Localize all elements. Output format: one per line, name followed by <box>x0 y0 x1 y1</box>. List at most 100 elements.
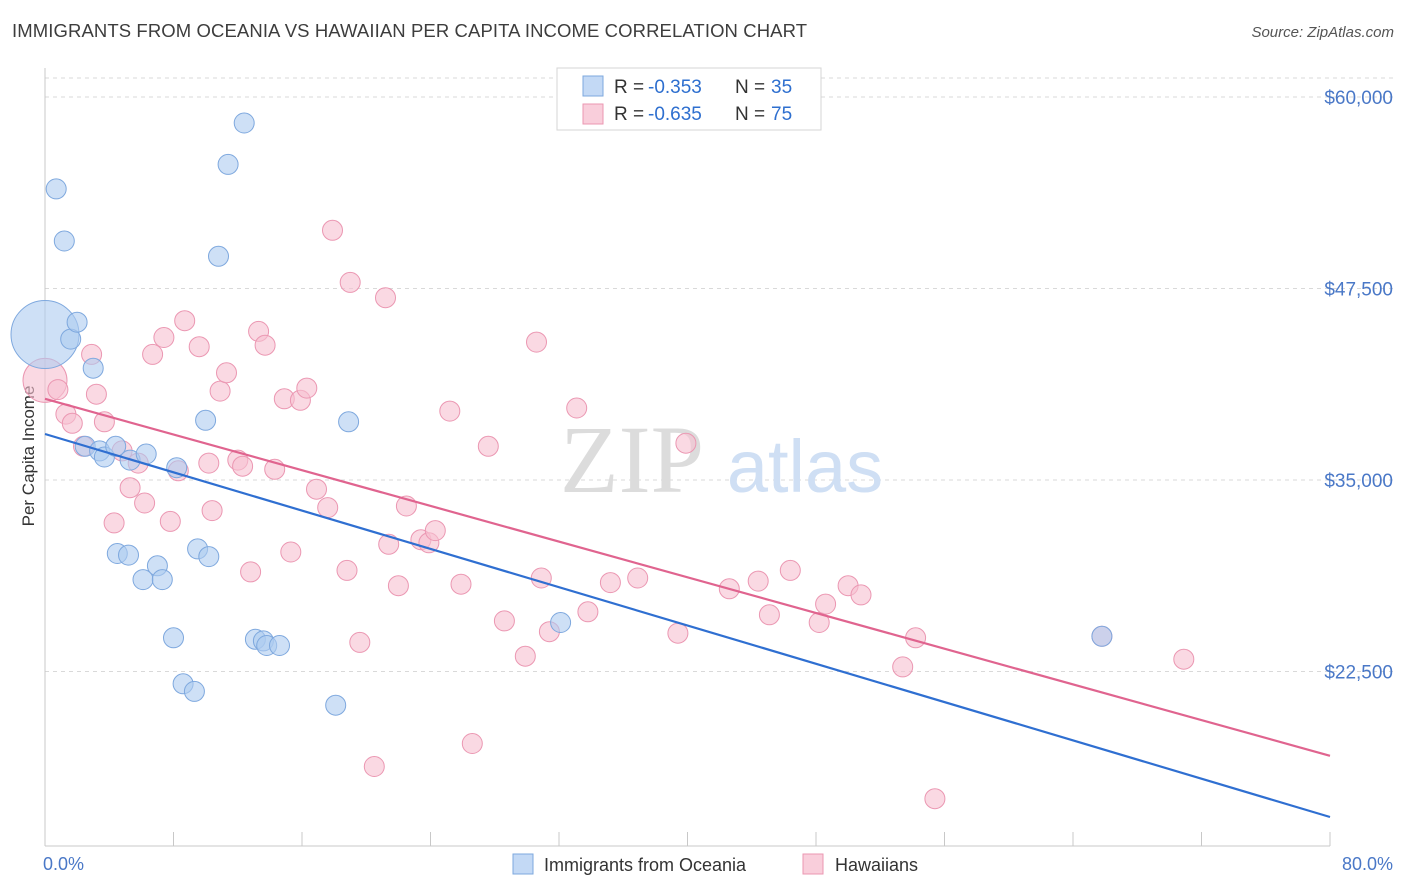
trend-line-oceania <box>44 432 1331 819</box>
point-hawaiian <box>892 656 914 678</box>
point-hawaiian <box>461 733 483 754</box>
legend-r-value-1: -0.353 <box>648 77 702 98</box>
point-oceania <box>338 411 360 433</box>
point-hawaiian <box>450 573 472 595</box>
y-axis-labels: $22,500 $35,000 $47,500 $60,000 <box>1324 88 1393 684</box>
point-hawaiian <box>667 622 689 644</box>
point-hawaiian <box>188 336 210 358</box>
point-hawaiian <box>378 533 400 555</box>
y-axis-title: Per Capita Income <box>19 386 38 527</box>
data-points <box>10 112 1195 810</box>
legend-n-value-1: 35 <box>771 77 792 98</box>
point-hawaiian <box>566 397 588 419</box>
trend-lines <box>44 397 1331 819</box>
legend-r-label-1: R = <box>614 77 644 98</box>
point-oceania <box>550 612 572 633</box>
point-hawaiian <box>599 572 621 594</box>
series-swatch-hawaiians <box>802 853 824 875</box>
point-hawaiian <box>808 612 830 633</box>
point-hawaiian <box>280 541 302 563</box>
legend-n-label-1: N = <box>735 77 765 98</box>
y-tick-label: $60,000 <box>1324 88 1393 109</box>
point-oceania <box>151 569 173 591</box>
point-oceania <box>66 311 88 333</box>
point-hawaiian <box>439 400 461 422</box>
point-oceania <box>183 680 205 702</box>
legend-swatch-blue <box>582 75 604 97</box>
point-oceania <box>53 230 75 252</box>
point-hawaiian <box>387 575 409 597</box>
chart-source: Source: ZipAtlas.com <box>1251 24 1394 41</box>
point-hawaiian <box>201 500 223 522</box>
point-hawaiian <box>424 520 446 542</box>
point-hawaiian <box>577 601 599 623</box>
series-label-oceania: Immigrants from Oceania <box>544 855 747 875</box>
point-hawaiian <box>779 559 801 581</box>
point-hawaiian <box>317 497 339 519</box>
point-oceania <box>217 153 239 175</box>
point-hawaiian <box>758 604 780 626</box>
point-oceania <box>82 357 104 379</box>
point-hawaiian <box>747 570 769 592</box>
point-hawaiian <box>375 287 396 309</box>
series-swatch-oceania <box>512 853 534 875</box>
point-oceania <box>198 546 220 568</box>
point-hawaiian <box>134 492 156 514</box>
x-tick-label-max: 80.0% <box>1342 854 1393 874</box>
gridlines <box>45 77 1393 672</box>
point-oceania <box>1091 625 1113 647</box>
correlation-legend: R = -0.353 N = 35 R = -0.635 N = 75 <box>556 67 822 131</box>
point-hawaiian <box>240 561 262 583</box>
point-oceania <box>208 245 229 267</box>
point-hawaiian <box>103 512 125 534</box>
point-hawaiian <box>306 478 327 500</box>
point-hawaiian <box>209 380 231 402</box>
point-oceania <box>105 435 127 457</box>
point-oceania <box>45 178 67 200</box>
point-hawaiian <box>142 343 164 365</box>
x-axis-ticks <box>173 832 1331 846</box>
point-oceania <box>163 627 184 649</box>
point-hawaiian <box>61 412 83 434</box>
point-hawaiian <box>174 310 196 332</box>
point-hawaiian <box>216 362 237 384</box>
point-hawaiian <box>514 645 536 667</box>
legend-n-label-2: N = <box>735 104 765 125</box>
legend-swatch-pink <box>582 103 604 125</box>
point-hawaiian <box>349 631 371 653</box>
point-hawaiian <box>254 334 276 356</box>
point-hawaiian <box>850 584 872 606</box>
watermark-atlas: atlas <box>727 425 883 508</box>
point-hawaiian <box>153 327 175 348</box>
y-tick-label: $47,500 <box>1324 280 1393 301</box>
point-hawaiian <box>198 452 220 474</box>
point-hawaiian <box>119 477 141 499</box>
series-legend: Immigrants from Oceania Hawaiians <box>512 853 918 875</box>
chart-title: IMMIGRANTS FROM OCEANIA VS HAWAIIAN PER … <box>12 20 808 41</box>
point-hawaiian <box>627 567 649 589</box>
legend-r-label-2: R = <box>614 104 644 125</box>
x-tick-label-min: 0.0% <box>43 854 84 874</box>
point-oceania <box>233 112 255 134</box>
point-hawaiian <box>493 610 515 632</box>
point-hawaiian <box>232 455 254 477</box>
point-hawaiian <box>336 559 358 581</box>
y-tick-label: $22,500 <box>1324 663 1393 684</box>
point-hawaiian <box>47 379 69 401</box>
point-oceania <box>118 544 139 566</box>
point-hawaiian <box>85 383 107 405</box>
trend-line-hawaiians <box>44 397 1331 757</box>
point-oceania <box>269 635 290 656</box>
legend-n-value-2: 75 <box>771 104 792 125</box>
y-tick-label: $35,000 <box>1324 471 1393 492</box>
point-hawaiian <box>815 593 837 615</box>
point-hawaiian <box>363 756 385 777</box>
point-hawaiian <box>159 510 181 532</box>
legend-r-value-2: -0.635 <box>648 104 702 125</box>
point-hawaiian <box>924 788 946 810</box>
point-oceania <box>195 409 217 431</box>
point-oceania <box>325 694 347 716</box>
point-hawaiian <box>1173 648 1195 670</box>
point-hawaiian <box>675 432 697 454</box>
point-hawaiian <box>296 377 318 399</box>
